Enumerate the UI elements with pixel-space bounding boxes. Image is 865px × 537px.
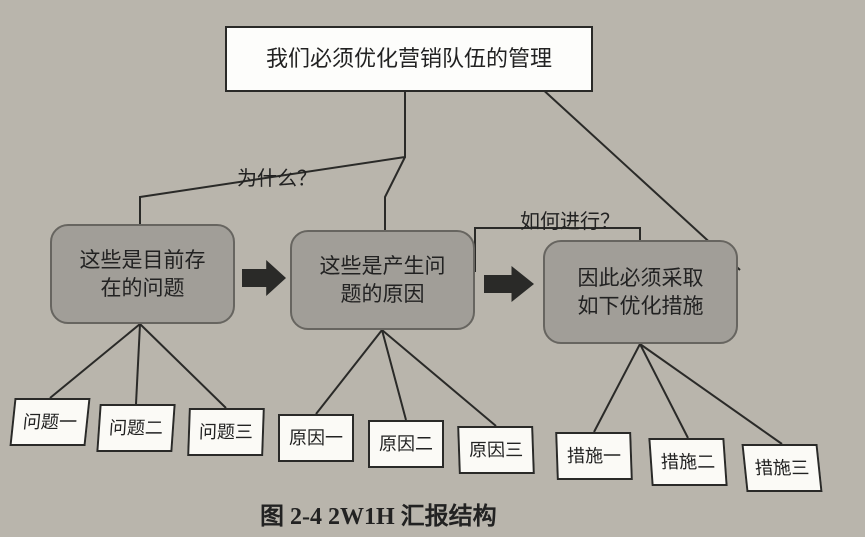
leaf-causes-3: 原因一: [278, 414, 354, 462]
leaf-actions-6: 措施一: [555, 432, 633, 480]
label-why: 为什么？: [237, 162, 317, 191]
mid-box-causes: 这些是产生问 题的原因: [290, 230, 475, 330]
figure-caption: 图 2-4 2W1H 汇报结构: [260, 496, 497, 531]
leaf-actions-7: 措施二: [648, 438, 727, 486]
leaf-causes-4: 原因二: [368, 420, 444, 468]
leaf-problems-2: 问题三: [187, 408, 265, 456]
block-arrow-1: [484, 266, 534, 302]
label-how: 如何进行？: [520, 205, 620, 234]
mid-box-problems: 这些是目前存 在的问题: [50, 224, 235, 324]
leaf-problems-1: 问题二: [96, 404, 175, 452]
diagram-stage: 我们必须优化营销队伍的管理为什么？ 如何进行？ 这些是目前存 在的问题这些是产生问 …: [0, 0, 865, 537]
leaf-problems-0: 问题一: [9, 398, 90, 446]
top-conclusion-box: 我们必须优化营销队伍的管理: [225, 26, 593, 92]
leaf-actions-8: 措施三: [741, 444, 822, 492]
mid-box-actions: 因此必须采取 如下优化措施: [543, 240, 738, 344]
block-arrow-0: [242, 260, 286, 296]
leaf-causes-5: 原因三: [457, 426, 535, 474]
